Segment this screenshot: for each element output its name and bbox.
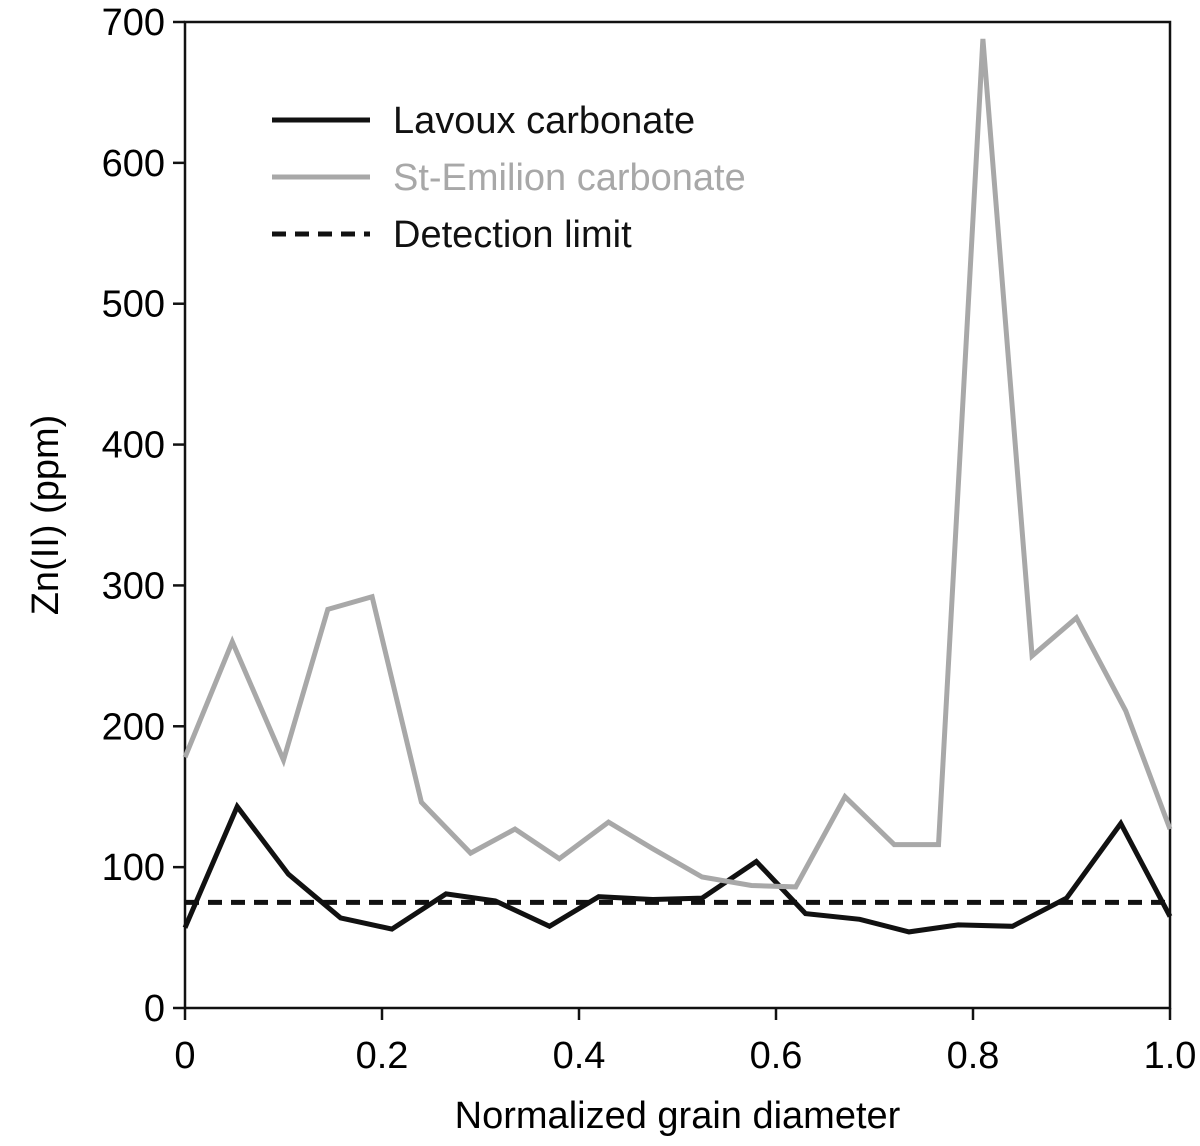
plot-frame <box>183 20 1172 1010</box>
y-axis: 0 100 200 300 400 500 600 700 <box>102 2 185 1030</box>
x-tick-label: 0.4 <box>553 1035 606 1077</box>
x-tick-label: 0.8 <box>947 1035 1000 1077</box>
x-axis: 0 0.2 0.4 0.6 0.8 1.0 <box>174 1008 1196 1077</box>
y-tick-label: 200 <box>102 706 165 748</box>
y-axis-title: Zn(II) (ppm) <box>25 415 67 616</box>
x-tick-label: 0 <box>174 1035 195 1077</box>
series-line-1 <box>182 38 1173 890</box>
x-axis-title: Normalized grain diameter <box>455 1095 901 1137</box>
y-tick-label: 500 <box>102 284 165 326</box>
y-tick-label: 0 <box>144 988 165 1030</box>
legend: Lavoux carbonate St-Emilion carbonate Dete… <box>272 100 746 256</box>
series-layer <box>182 38 1173 935</box>
y-tick-label: 600 <box>102 143 165 185</box>
series-line-0 <box>182 801 1173 935</box>
x-tick-label: 0.2 <box>356 1035 409 1077</box>
y-tick-label: 700 <box>102 2 165 44</box>
y-tick-label: 400 <box>102 425 165 467</box>
legend-entry-2: Detection limit <box>393 214 632 256</box>
y-tick-label: 100 <box>102 847 165 889</box>
x-tick-label: 0.6 <box>750 1035 803 1077</box>
legend-entry-1: St-Emilion carbonate <box>393 157 746 199</box>
legend-entry-0: Lavoux carbonate <box>393 100 695 142</box>
x-tick-label: 1.0 <box>1144 1035 1197 1077</box>
y-tick-label: 300 <box>102 565 165 607</box>
